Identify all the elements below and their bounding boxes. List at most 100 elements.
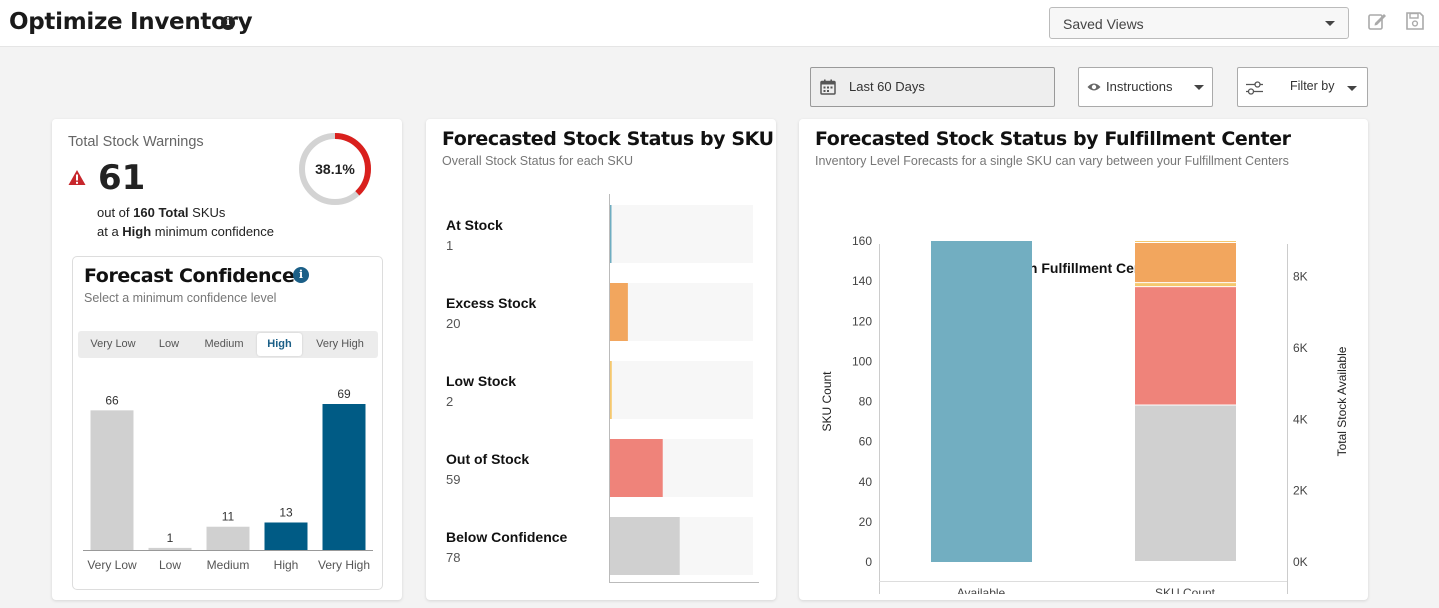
status-label: Excess Stock [446, 295, 536, 311]
warnings-percent-ring: 38.1% [299, 133, 371, 205]
stock-warnings-card: Total Stock Warnings 61 out of 160 Total… [52, 119, 402, 600]
available-bar[interactable] [931, 241, 1032, 562]
sku-status-bar[interactable] [610, 517, 680, 575]
info-circle-icon[interactable]: i [221, 16, 235, 30]
header-divider [0, 46, 1439, 47]
category-label: Available [957, 586, 1006, 594]
y-tick-label: 20 [859, 515, 873, 529]
save-icon[interactable] [1405, 11, 1425, 31]
sliders-icon [1246, 81, 1263, 95]
page-title: Optimize Inventory [9, 9, 253, 35]
y2-tick-label: 2K [1293, 484, 1308, 498]
sku-status-subtitle: Overall Stock Status for each SKU [442, 154, 634, 168]
sku-status-bar[interactable] [610, 361, 612, 419]
sku-status-bar[interactable] [610, 283, 628, 341]
confidence-option-medium[interactable]: Medium [204, 338, 244, 350]
confidence-title: Forecast Confidence [84, 265, 295, 287]
sku-count-segment[interactable] [1135, 283, 1236, 287]
confidence-bar[interactable] [90, 410, 134, 550]
confidence-bar[interactable] [206, 526, 250, 550]
y-tick-label: 40 [859, 475, 873, 489]
y-tick-label: 140 [852, 274, 872, 288]
confidence-option-very-low[interactable]: Very Low [90, 338, 136, 350]
y2-tick-label: 8K [1293, 270, 1308, 284]
y-tick-label: 60 [859, 435, 873, 449]
status-value: 1 [446, 238, 453, 253]
instructions-label: Instructions [1106, 79, 1173, 94]
bar-track [610, 205, 753, 263]
category-label: Very High [318, 558, 370, 572]
category-label: Very Low [87, 558, 137, 572]
confidence-subtitle: Select a minimum confidence level [84, 291, 277, 305]
sku-count-segment[interactable] [1135, 243, 1236, 283]
instructions-dropdown[interactable]: Instructions [1078, 67, 1213, 107]
warnings-label: Total Stock Warnings [68, 134, 204, 150]
status-label: Below Confidence [446, 529, 568, 545]
category-label: Low [159, 558, 181, 572]
confidence-option-very-high[interactable]: Very High [316, 338, 364, 350]
info-circle-icon[interactable]: i [293, 267, 309, 283]
confidence-bar[interactable] [322, 404, 366, 550]
warning-triangle-icon [68, 170, 86, 185]
y-tick-label: 100 [852, 354, 872, 368]
bar-value-label: 13 [279, 505, 293, 519]
bar-value-label: 1 [167, 531, 174, 545]
sku-count-segment[interactable] [1135, 241, 1236, 243]
sku-count-segment[interactable] [1135, 287, 1236, 405]
fulfillment-title: Forecasted Stock Status by Fulfillment C… [815, 128, 1291, 150]
chart-title: Main Fulfillment Center [1006, 260, 1161, 276]
text: minimum confidence [151, 224, 275, 239]
date-range-picker[interactable]: Last 60 Days [810, 67, 1055, 107]
warnings-count: 61 [98, 158, 146, 198]
chevron-down-icon [1325, 21, 1335, 26]
status-value: 59 [446, 472, 460, 487]
category-label: SKU Count [1155, 586, 1216, 594]
fulfillment-subtitle: Inventory Level Forecasts for a single S… [815, 154, 1289, 168]
text: SKUs [188, 205, 226, 220]
status-value: 20 [446, 316, 460, 331]
total-sku-count: 160 Total [133, 205, 189, 220]
calendar-icon [820, 79, 836, 95]
text: out of [97, 205, 134, 220]
category-label: Medium [207, 558, 250, 572]
warnings-total-line: out of 160 Total SKUs [97, 205, 225, 220]
filter-label: Filter by [1290, 79, 1335, 93]
edit-icon[interactable] [1367, 11, 1387, 31]
status-label: Low Stock [446, 373, 516, 389]
chevron-down-icon [1347, 86, 1357, 91]
fulfillment-card: Forecasted Stock Status by Fulfillment C… [799, 119, 1368, 600]
sku-status-bar[interactable] [610, 205, 612, 263]
sku-status-bar-chart: At Stock 1 Excess Stock 20 Low Stock 2 Out of … [446, 194, 759, 583]
filter-dropdown[interactable]: Filter by [1237, 67, 1368, 107]
y-axis-label: SKU Count [820, 371, 834, 432]
y-tick-label: 80 [859, 395, 873, 409]
confidence-level: High [122, 224, 152, 239]
bar-track [610, 361, 753, 419]
chevron-down-icon [1194, 85, 1204, 90]
y-tick-label: 0 [865, 555, 872, 569]
warnings-confidence-line: at a High minimum confidence [97, 224, 274, 239]
bar-value-label: 69 [337, 387, 351, 401]
confidence-option-low[interactable]: Low [158, 338, 180, 350]
eye-icon [1087, 83, 1101, 91]
status-value: 78 [446, 550, 460, 565]
confidence-option-high[interactable]: High [257, 333, 302, 356]
bar-value-label: 11 [222, 510, 235, 524]
confidence-bar[interactable] [264, 522, 308, 550]
sku-status-card: Forecasted Stock Status by SKU Overall S… [426, 119, 776, 600]
y2-tick-label: 6K [1293, 341, 1308, 355]
text: at a [97, 224, 123, 239]
saved-views-dropdown[interactable]: Saved Views [1049, 7, 1349, 39]
y2-axis-label: Total Stock Available [1335, 346, 1349, 456]
status-value: 2 [446, 394, 453, 409]
confidence-bar[interactable] [148, 547, 192, 550]
y2-tick-label: 4K [1293, 412, 1308, 426]
sku-status-bar[interactable] [610, 439, 663, 497]
warnings-percent: 38.1% [315, 161, 355, 177]
sku-count-segment[interactable] [1135, 405, 1236, 561]
status-label: Out of Stock [446, 451, 529, 467]
date-range-label: Last 60 Days [849, 79, 925, 94]
y2-tick-label: 0K [1293, 555, 1308, 569]
category-label: High [274, 558, 299, 572]
status-label: At Stock [446, 217, 503, 233]
